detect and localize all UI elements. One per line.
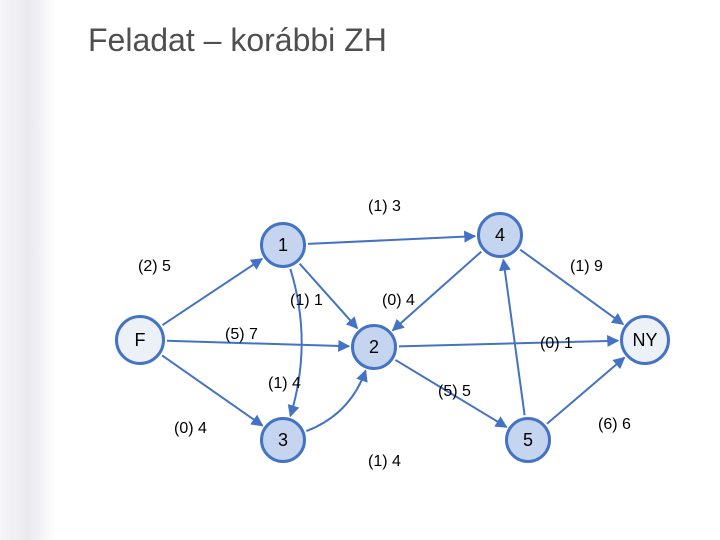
graph-nodes: F 1 2 3 4 5 NY (2) 5 (5) 7 (0) 4 (1) 3 (1) 1 (0) 4 (1… — [0, 0, 720, 540]
node-F: F — [115, 315, 165, 365]
node-n4: 4 — [477, 212, 523, 258]
node-n5: 5 — [505, 417, 551, 463]
node-n3: 3 — [260, 417, 306, 463]
edge-label-n4-NY: (1) 9 — [570, 258, 603, 276]
edge-label-n1-n2: (1) 1 — [290, 292, 323, 310]
node-n1: 1 — [260, 222, 306, 268]
edge-label-n2-n5: (5) 5 — [438, 383, 471, 401]
edge-label-n4-n2: (0) 4 — [382, 292, 415, 310]
node-n2: 2 — [351, 324, 397, 370]
edge-label-F-n2: (5) 7 — [225, 326, 258, 344]
node-NY: NY — [620, 315, 670, 365]
edge-label-n5-NY: (6) 6 — [598, 416, 631, 434]
edge-label-n2-NY: (0) 1 — [540, 335, 573, 353]
edge-label-n1-n3: (1) 4 — [268, 375, 301, 393]
edge-label-F-n3: (0) 4 — [174, 420, 207, 438]
edge-label-n3-n2: (1) 4 — [368, 453, 401, 471]
edge-label-F-n1: (2) 5 — [138, 258, 171, 276]
edge-label-n1-n4: (1) 3 — [368, 198, 401, 216]
